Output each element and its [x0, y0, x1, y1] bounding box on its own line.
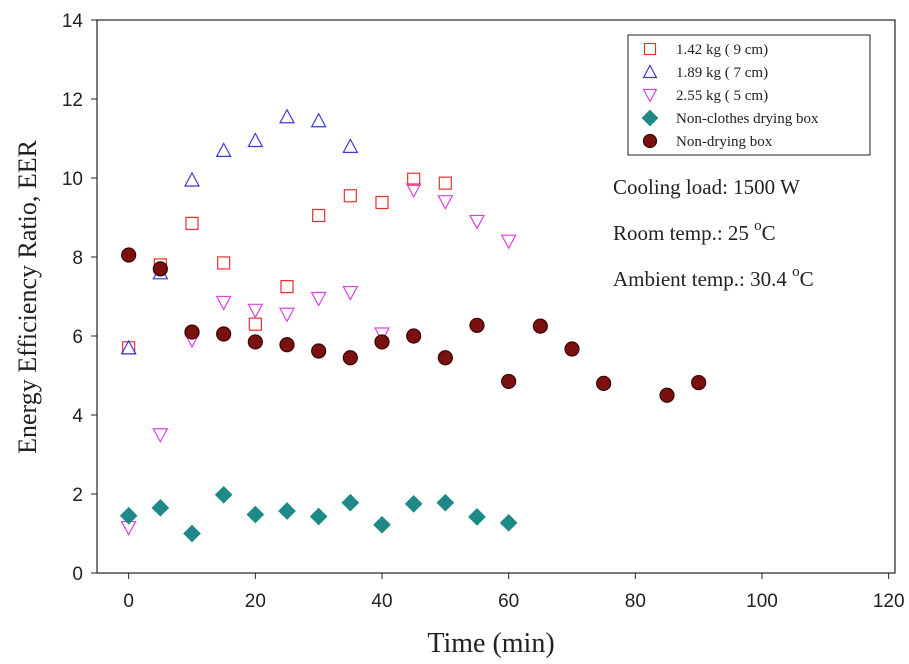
legend-label: 2.55 kg ( 5 cm) [676, 88, 768, 104]
point [216, 326, 232, 342]
point [343, 189, 357, 203]
x-tick-label: 40 [371, 591, 392, 612]
point [214, 485, 233, 504]
point [152, 261, 168, 277]
legend-label: Non-drying box [676, 134, 773, 150]
point [500, 234, 517, 250]
point [309, 507, 328, 526]
legend-label: Non-clothes drying box [676, 111, 819, 127]
point [341, 493, 360, 512]
point [183, 524, 201, 543]
x-tick-label: 120 [873, 591, 905, 612]
point [278, 108, 296, 124]
point [406, 328, 422, 344]
annotation-part: C [800, 267, 814, 291]
point [278, 307, 296, 323]
annotation-part: o [792, 264, 800, 280]
point [468, 214, 486, 230]
point [342, 350, 358, 366]
point [405, 183, 422, 199]
point [643, 42, 657, 56]
legend-box [627, 34, 871, 156]
point [691, 375, 707, 391]
point [438, 176, 452, 190]
point [501, 373, 517, 390]
point [310, 112, 327, 128]
point [152, 428, 169, 444]
x-tick-label: 100 [746, 591, 778, 612]
point [375, 195, 389, 210]
point [342, 138, 359, 153]
point [278, 502, 296, 520]
y-tick-label: 12 [62, 90, 83, 111]
point [215, 142, 232, 157]
point [373, 515, 391, 534]
point [215, 295, 232, 311]
point [532, 318, 548, 334]
point [342, 285, 359, 301]
point [469, 317, 485, 333]
point [279, 337, 295, 353]
point [246, 505, 265, 524]
legend-label: 1.89 kg ( 7 cm) [676, 65, 768, 81]
annotation: Ambient temp.: 30.4 oC [613, 264, 814, 291]
point [436, 493, 455, 512]
point [659, 387, 675, 403]
annotation-part: o [754, 218, 762, 234]
point [310, 291, 327, 307]
annotation: Room temp.: 25 oC [613, 218, 776, 245]
point [247, 334, 263, 350]
point [596, 375, 612, 391]
x-axis-label: Time (min) [427, 628, 554, 659]
y-tick-label: 10 [62, 169, 83, 190]
annotation-part: Room temp.: 25 [613, 221, 754, 245]
point [121, 247, 137, 263]
point [120, 339, 137, 355]
point [312, 208, 326, 223]
point [247, 303, 264, 319]
y-tick-label: 14 [62, 11, 84, 32]
point [374, 334, 390, 350]
plot-frame [96, 19, 896, 574]
y-tick-label: 4 [72, 406, 83, 427]
x-tick-label: 80 [625, 591, 646, 612]
point [437, 195, 454, 210]
point [185, 216, 199, 231]
point [564, 341, 580, 357]
point [407, 172, 421, 186]
legend-label: 1.42 kg ( 9 cm) [676, 42, 768, 58]
point [404, 495, 423, 513]
y-tick-label: 2 [72, 485, 83, 506]
y-tick-label: 8 [72, 248, 83, 269]
y-axis-label: Energy Efficiency Ratio, EER [13, 139, 42, 453]
point [119, 506, 138, 525]
y-tick-label: 6 [72, 327, 83, 348]
point [183, 171, 201, 187]
point [248, 317, 262, 331]
point [641, 109, 659, 127]
x-tick-label: 60 [498, 591, 519, 612]
annotation-part: C [762, 221, 776, 245]
y-tick-label: 0 [72, 564, 83, 585]
annotation: Cooling load: 1500 W [613, 175, 800, 199]
point [184, 324, 200, 340]
point [280, 280, 294, 294]
point [247, 132, 264, 148]
point [642, 64, 658, 79]
point [217, 256, 231, 270]
point [437, 350, 453, 366]
point [642, 88, 658, 103]
x-tick-label: 0 [123, 591, 134, 612]
point [373, 327, 391, 343]
point [642, 133, 658, 149]
x-tick-label: 20 [245, 591, 266, 612]
point [311, 343, 327, 359]
point [499, 513, 518, 532]
point [151, 498, 170, 517]
point [468, 508, 486, 526]
annotation-part: Ambient temp.: 30.4 [613, 267, 792, 291]
annotation-part: Cooling load: 1500 W [613, 175, 800, 199]
